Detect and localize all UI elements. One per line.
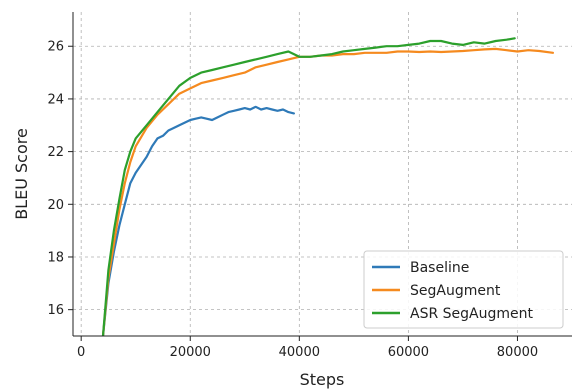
y-tick-label: 18 [47,250,64,265]
x-tick-label: 0 [77,345,85,360]
y-tick-label: 26 [47,40,64,55]
y-tick-label: 22 [47,145,64,160]
legend-label: ASR SegAugment [410,306,533,322]
ticks: 0 20000 40000 60000 80000 16 18 20 22 24 26 [47,40,538,360]
series-line-asr-segaugment [101,37,516,336]
series-line-baseline [101,105,295,336]
x-tick-label: 20000 [170,345,211,360]
y-tick-label: 24 [47,92,64,107]
x-tick-label: 60000 [388,345,429,360]
y-tick-label: 16 [47,303,64,318]
x-tick-label: 80000 [497,345,538,360]
y-axis-label: BLEU Score [12,128,31,220]
x-axis-label: Steps [300,370,345,389]
y-tick-label: 20 [47,198,64,213]
legend-label: Baseline [410,260,469,276]
legend: Baseline SegAugment ASR SegAugment [363,250,564,329]
x-tick-label: 40000 [279,345,320,360]
legend-label: SegAugment [410,283,501,299]
series-layer [101,37,554,336]
legend-box [363,250,564,329]
